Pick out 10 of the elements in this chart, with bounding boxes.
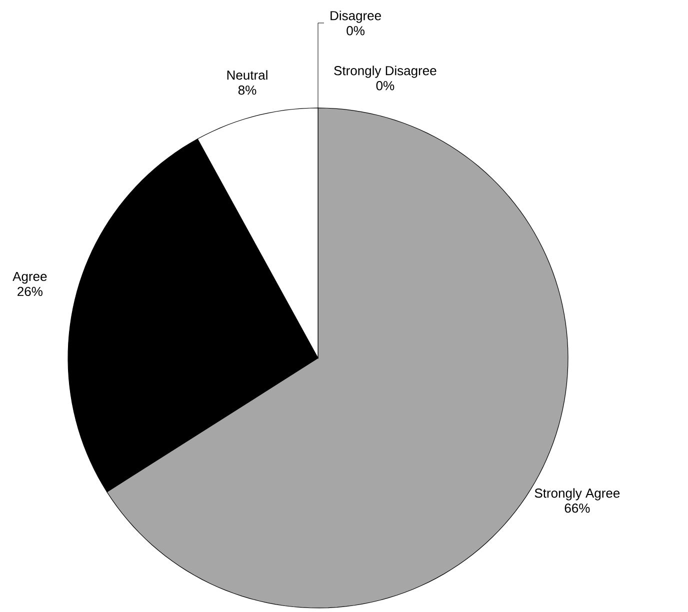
category-label: Strongly Disagree [334,66,436,78]
slice-label: Strongly Agree [534,488,620,500]
data-label: 26% [18,286,42,296]
text: 0% [376,81,394,90]
slice-label: Neutral [227,70,268,80]
data-label: 66% [564,504,590,513]
data-label: 8% [238,86,256,95]
slice-label: Agree [12,272,47,284]
text: 0% [346,26,364,36]
category-label: Disagree [330,10,381,23]
